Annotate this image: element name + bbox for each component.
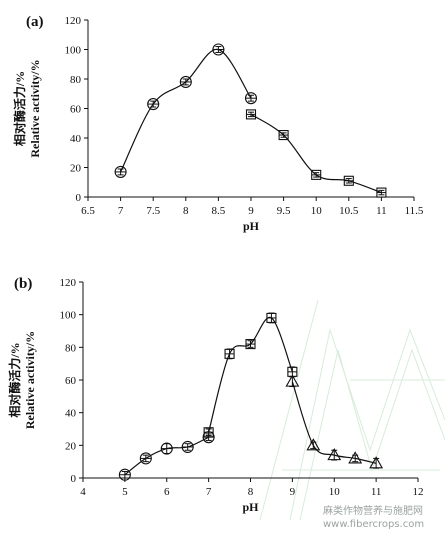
x-tick-label: 10 xyxy=(311,205,323,217)
panel-label: (b) xyxy=(14,276,32,292)
x-tick-label: 8.5 xyxy=(212,205,226,217)
y-tick-label: 0 xyxy=(71,473,77,485)
x-tick-label: 12 xyxy=(413,486,424,498)
y-tick-label: 100 xyxy=(60,310,77,322)
x-tick-label: 6 xyxy=(164,486,170,498)
y-tick-label: 120 xyxy=(65,15,82,27)
x-tick-label: 9 xyxy=(290,486,296,498)
x-tick-label: 11 xyxy=(371,486,382,498)
y-tick-label: 60 xyxy=(65,375,77,387)
x-axis-title: pH xyxy=(243,219,260,233)
x-tick-label: 5 xyxy=(122,486,128,498)
x-tick-label: 10.5 xyxy=(339,205,359,217)
watermark-text-cn: 麻类作物营养与施肥网 xyxy=(323,504,423,517)
data-point-triangle xyxy=(306,438,321,451)
y-tick-label: 20 xyxy=(65,440,77,452)
series-line xyxy=(120,48,252,173)
x-axis-title: pH xyxy=(242,500,259,514)
x-tick-label: 8 xyxy=(183,205,189,217)
x-tick-label: 7 xyxy=(118,205,124,217)
x-tick-label: 11 xyxy=(376,205,387,217)
panel-a: 0 20 40 60 80 100 120 6.5 7 7.5 8 8.5 9 9.5 10 10.5 11 11… xyxy=(12,14,424,233)
y-tick-label: 0 xyxy=(76,192,82,204)
data-point-triangle xyxy=(369,456,384,469)
data-point-triangle xyxy=(285,374,300,387)
y-axis-title-en: Relative activity/% xyxy=(28,59,42,157)
y-tick-label: 20 xyxy=(70,163,82,175)
x-tick-label: 10 xyxy=(329,486,341,498)
y-tick-label: 100 xyxy=(65,45,82,57)
y-tick-label: 120 xyxy=(60,277,77,289)
data-point-triangle xyxy=(348,451,363,464)
y-tick-label: 80 xyxy=(70,74,82,86)
x-tick-label: 7.5 xyxy=(146,205,160,217)
x-tick-label: 8 xyxy=(248,486,254,498)
y-tick-label: 40 xyxy=(65,408,77,420)
x-tick-label: 7 xyxy=(206,486,212,498)
y-tick-label: 40 xyxy=(70,133,82,145)
data-point-triangle xyxy=(327,448,342,461)
x-tick-label: 4 xyxy=(80,486,86,498)
series-line xyxy=(208,316,293,433)
y-axis-title-en: Relative activity/% xyxy=(23,331,37,429)
series-line xyxy=(250,113,382,194)
panel-b: 0 20 40 60 80 100 120 4 5 6 7 8 9 10 11 12 pH 相对酶活力/% Rela… xyxy=(7,276,424,514)
x-tick-label: 9.5 xyxy=(277,205,291,217)
x-tick-label: 6.5 xyxy=(81,205,95,217)
x-tick-label: 9 xyxy=(248,205,254,217)
panel-label: (a) xyxy=(26,14,44,30)
x-tick-label: 11.5 xyxy=(405,205,424,217)
watermark-text-url: www.fibercrops.com xyxy=(323,519,424,530)
y-tick-label: 60 xyxy=(70,104,82,116)
watermark-logo xyxy=(259,299,445,521)
y-axis-title-cn: 相对酶活力/% xyxy=(12,71,27,146)
y-axis-title-cn: 相对酶活力/% xyxy=(7,342,22,417)
y-tick-label: 80 xyxy=(65,342,77,354)
